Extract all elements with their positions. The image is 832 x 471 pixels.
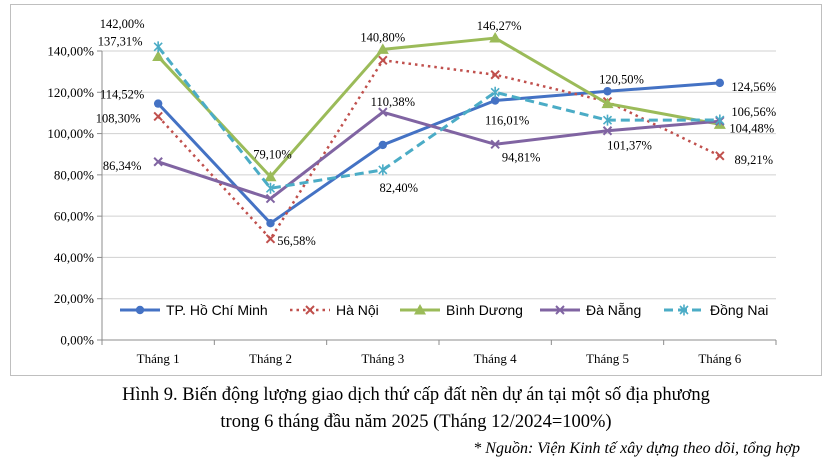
data-point (153, 111, 163, 122)
data-point (265, 193, 276, 204)
data-label: 106,56% (731, 105, 776, 119)
data-label: 110,38% (371, 95, 415, 109)
data-label: 108,30% (96, 111, 141, 125)
series-line (157, 59, 721, 241)
data-point (715, 114, 725, 126)
x-tick-label: Tháng 4 (474, 351, 517, 366)
data-point (153, 99, 163, 108)
x-tick-label: Tháng 6 (698, 351, 741, 366)
series-line (156, 45, 720, 190)
data-point (265, 234, 276, 244)
data-label: 82,40% (380, 181, 419, 195)
y-tick-label: 80,00% (54, 167, 94, 182)
x-tick-label: Tháng 2 (249, 351, 292, 366)
data-point (490, 86, 500, 98)
data-label: 114,52% (100, 88, 144, 102)
series-line (157, 81, 720, 225)
data-point (378, 164, 388, 176)
data-label: 89,21% (735, 153, 774, 167)
legend-label: Đà Nẵng (586, 302, 641, 318)
y-tick-label: 0,00% (60, 333, 94, 348)
source-note: * Nguồn: Viện Kinh tế xây dựng theo dõi,… (473, 440, 800, 457)
data-label: 120,50% (599, 72, 644, 86)
data-point (152, 50, 165, 62)
y-tick-label: 120,00% (47, 85, 94, 100)
data-point (602, 126, 613, 136)
data-label: 142,00% (100, 17, 145, 31)
x-tick-label: Tháng 3 (361, 351, 404, 366)
data-point (490, 139, 500, 149)
data-point (490, 70, 500, 80)
data-point (378, 107, 388, 117)
data-point (715, 78, 725, 88)
y-tick-label: 60,00% (54, 209, 94, 224)
data-point (603, 87, 612, 96)
legend-label: Đồng Nai (710, 302, 768, 318)
legend-swatch-marker (679, 304, 689, 316)
figure-caption: Hình 9. Biến động lượng giao dịch thứ cấ… (0, 382, 832, 436)
y-tick-label: 20,00% (54, 291, 94, 306)
data-label: 86,34% (103, 159, 142, 173)
data-point (264, 170, 277, 182)
caption-line-2: trong 6 tháng đầu năm 2025 (Tháng 12/202… (220, 412, 612, 432)
legend-swatch-marker (555, 305, 565, 315)
legend-label: Hà Nội (336, 302, 379, 318)
data-label: 137,31% (98, 35, 143, 49)
data-point (153, 41, 163, 53)
data-label: 104,48% (729, 121, 774, 135)
data-label: 56,58% (277, 234, 316, 248)
data-label: 116,01% (485, 114, 529, 128)
data-label: 79,10% (253, 148, 292, 162)
y-tick-label: 140,00% (47, 44, 94, 59)
data-label: 140,80% (360, 30, 405, 44)
data-label: 101,37% (607, 139, 652, 153)
y-tick-label: 100,00% (47, 126, 94, 141)
x-tick-label: Tháng 1 (137, 351, 180, 366)
data-point (489, 32, 502, 43)
caption-line-1: Hình 9. Biến động lượng giao dịch thứ cấ… (122, 385, 710, 405)
data-point (265, 182, 276, 194)
data-point (715, 151, 725, 161)
x-tick-label: Tháng 5 (586, 351, 629, 366)
series-line (157, 110, 720, 201)
data-point (378, 55, 388, 65)
data-point (601, 97, 614, 109)
legend-swatch-marker (305, 305, 315, 315)
data-point (266, 219, 275, 228)
data-label: 146,27% (477, 19, 522, 33)
legend-swatch-marker (135, 305, 145, 315)
line-chart: 0,00% 20,00% 40,00% 60,00% 80,00% 100,00% 120,… (47, 17, 777, 366)
data-point (153, 157, 163, 167)
legend-label: TP. Hồ Chí Minh (166, 302, 268, 318)
data-point (490, 96, 500, 105)
y-tick-label: 40,00% (54, 250, 94, 265)
legend-swatch-marker (414, 304, 426, 315)
legend-label: Bình Dương (446, 302, 523, 318)
series-line (157, 36, 721, 179)
data-point (602, 114, 613, 126)
data-point (376, 43, 389, 54)
data-point (378, 140, 388, 150)
data-label: 94,81% (502, 150, 541, 164)
data-label: 124,56% (731, 80, 776, 94)
